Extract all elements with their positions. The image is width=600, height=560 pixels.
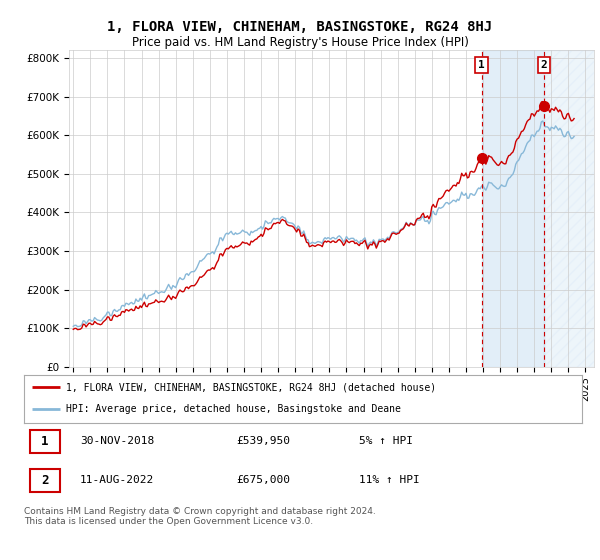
FancyBboxPatch shape (29, 430, 60, 453)
Text: 1, FLORA VIEW, CHINEHAM, BASINGSTOKE, RG24 8HJ: 1, FLORA VIEW, CHINEHAM, BASINGSTOKE, RG… (107, 20, 493, 34)
Text: 2: 2 (541, 60, 548, 70)
Text: 5% ↑ HPI: 5% ↑ HPI (359, 436, 413, 446)
Bar (482, 50, 544, 367)
Text: £539,950: £539,950 (236, 436, 290, 446)
Text: 11-AUG-2022: 11-AUG-2022 (80, 475, 154, 486)
Text: Price paid vs. HM Land Registry's House Price Index (HPI): Price paid vs. HM Land Registry's House … (131, 36, 469, 49)
FancyBboxPatch shape (29, 469, 60, 492)
Text: 1, FLORA VIEW, CHINEHAM, BASINGSTOKE, RG24 8HJ (detached house): 1, FLORA VIEW, CHINEHAM, BASINGSTOKE, RG… (66, 382, 436, 392)
Text: 1: 1 (41, 435, 49, 448)
Text: £675,000: £675,000 (236, 475, 290, 486)
Text: HPI: Average price, detached house, Basingstoke and Deane: HPI: Average price, detached house, Basi… (66, 404, 401, 414)
Text: Contains HM Land Registry data © Crown copyright and database right 2024.
This d: Contains HM Land Registry data © Crown c… (24, 507, 376, 526)
Text: 2: 2 (41, 474, 49, 487)
Bar (544, 50, 600, 367)
Text: 11% ↑ HPI: 11% ↑ HPI (359, 475, 419, 486)
Text: 30-NOV-2018: 30-NOV-2018 (80, 436, 154, 446)
Text: 1: 1 (478, 60, 485, 70)
Bar (544, 50, 600, 367)
